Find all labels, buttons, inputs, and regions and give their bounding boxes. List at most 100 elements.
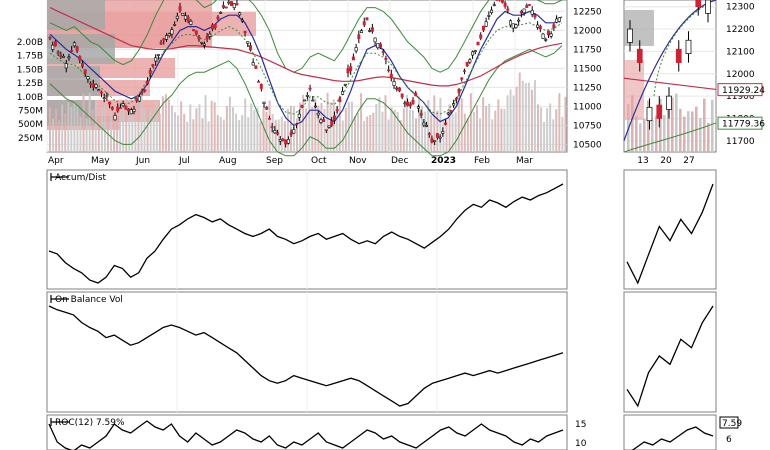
zoom-volume-bar bbox=[639, 123, 642, 152]
volume-bar bbox=[524, 83, 527, 152]
candle-body bbox=[378, 43, 382, 48]
volume-bar bbox=[222, 119, 225, 152]
candle-body bbox=[94, 84, 98, 88]
zoom-volume-bar bbox=[671, 97, 674, 152]
candle-body bbox=[360, 30, 364, 34]
zoom-candle-body bbox=[627, 28, 633, 43]
volume-bar bbox=[131, 108, 134, 152]
candle-body bbox=[99, 91, 103, 94]
volume-bar bbox=[137, 101, 140, 152]
volume-bar bbox=[103, 105, 106, 152]
candle-body bbox=[435, 133, 439, 138]
candle-body bbox=[351, 56, 355, 61]
volume-bar bbox=[549, 103, 552, 152]
accum-dist-zoom-line bbox=[626, 183, 714, 285]
zoom-volume-bar bbox=[687, 111, 690, 152]
volume-bar bbox=[530, 89, 533, 152]
price-x-tick-label: 2023 bbox=[431, 156, 456, 166]
volume-bar bbox=[140, 93, 143, 152]
volume-bar bbox=[210, 100, 213, 152]
volume-bar bbox=[509, 89, 512, 152]
volume-bar bbox=[357, 112, 360, 152]
volume-bar bbox=[161, 96, 164, 152]
volume-bar bbox=[76, 105, 79, 152]
candle-body bbox=[146, 80, 150, 85]
candle-body bbox=[403, 102, 407, 105]
candle-body bbox=[384, 57, 388, 61]
candle-body bbox=[292, 129, 296, 134]
candle-body bbox=[473, 50, 477, 52]
candle-body bbox=[224, 6, 228, 9]
volume-bar bbox=[213, 102, 216, 152]
zoom-candle-body bbox=[636, 48, 643, 63]
zoom-volume-bar bbox=[635, 116, 638, 152]
candle-body bbox=[281, 138, 285, 142]
candle-body bbox=[116, 106, 120, 112]
volume-bar bbox=[460, 98, 463, 152]
volume-bar bbox=[311, 107, 314, 152]
zoom-candle-body bbox=[646, 106, 653, 122]
candle-body bbox=[72, 42, 76, 47]
candle-body bbox=[186, 16, 190, 22]
volume-bar bbox=[408, 109, 411, 152]
candle-body bbox=[490, 9, 494, 14]
candle-body bbox=[102, 97, 106, 100]
candle-body bbox=[221, 5, 225, 8]
volume-bar bbox=[247, 117, 250, 152]
volume-bar bbox=[64, 113, 67, 152]
panel-frame-zoom-2 bbox=[623, 291, 717, 413]
candle-body bbox=[349, 66, 353, 72]
volume-bar bbox=[235, 113, 238, 152]
candle-body bbox=[192, 29, 196, 32]
candle-body bbox=[78, 56, 82, 61]
candle-body bbox=[205, 36, 209, 40]
zoom-x-tick-label: 20 bbox=[660, 156, 672, 166]
candle-body bbox=[406, 101, 410, 107]
volume-bar bbox=[244, 98, 247, 152]
candle-body bbox=[197, 36, 201, 40]
price-y-tick-label: 10750 bbox=[573, 121, 602, 131]
volume-bar bbox=[378, 97, 381, 152]
candle-body bbox=[389, 73, 393, 79]
obv-zoom-line bbox=[626, 305, 714, 408]
zoom-candle-body bbox=[675, 48, 682, 63]
candle-body bbox=[517, 19, 521, 22]
candle-body bbox=[365, 17, 369, 21]
volume-bar bbox=[360, 93, 363, 152]
candle-body bbox=[500, 0, 504, 3]
lower-band-tag-box bbox=[717, 116, 763, 130]
candle-body bbox=[300, 104, 304, 108]
volume-bar bbox=[283, 121, 286, 152]
candle-body bbox=[89, 82, 93, 85]
candle-body bbox=[276, 132, 280, 135]
candle-body bbox=[392, 81, 396, 86]
volume-y-tick-label: 1.50B bbox=[17, 65, 43, 75]
candle-body bbox=[452, 103, 456, 106]
price-y-tick-label: 11000 bbox=[573, 102, 602, 112]
candle-body bbox=[449, 110, 453, 112]
volume-bar bbox=[543, 121, 546, 152]
volume-y-tick-label: 1.25B bbox=[17, 79, 43, 89]
volume-bar bbox=[335, 106, 338, 152]
candle-body bbox=[53, 41, 57, 47]
volume-y-tick-label: 1.00B bbox=[17, 93, 43, 103]
candle-body bbox=[414, 92, 418, 97]
volume-bar bbox=[88, 93, 91, 152]
candle-body bbox=[533, 14, 537, 18]
volume-bar bbox=[94, 101, 97, 152]
volume-bar bbox=[207, 121, 210, 152]
candle-body bbox=[113, 115, 117, 121]
candle-body bbox=[506, 8, 510, 11]
candle-body bbox=[362, 21, 366, 26]
volume-bar bbox=[198, 104, 201, 152]
candle-body bbox=[322, 119, 326, 123]
candle-body bbox=[444, 122, 448, 125]
volume-bar bbox=[180, 101, 183, 152]
volume-bar bbox=[494, 110, 497, 152]
volume-bar bbox=[344, 107, 347, 152]
candle-body bbox=[332, 115, 336, 121]
volume-bar bbox=[225, 105, 228, 152]
candle-body bbox=[286, 139, 290, 144]
zoom-volume-bar bbox=[659, 98, 662, 152]
